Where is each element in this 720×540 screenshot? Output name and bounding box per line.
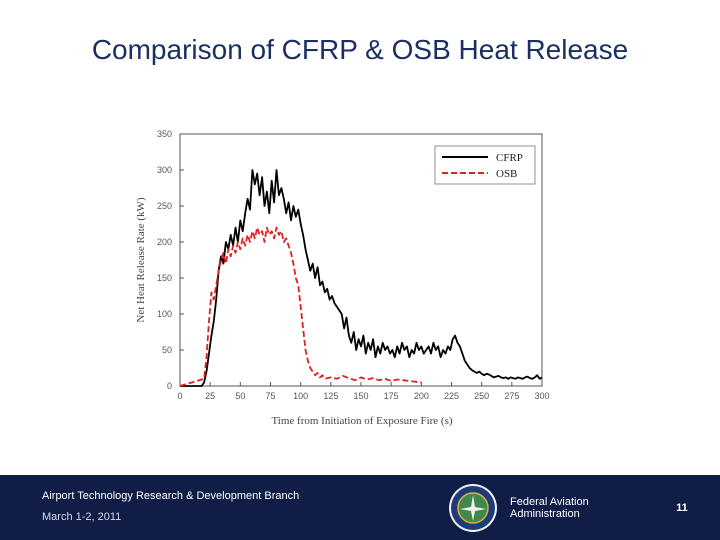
y-tick-label: 200 (157, 237, 172, 247)
x-axis-ticks: 0 25 50 75 100 125 150 175 200 225 250 275 300 (177, 382, 550, 401)
page-number: 11 (676, 502, 688, 514)
x-tick-label: 300 (534, 391, 549, 401)
footer-bar: Airport Technology Research & Developmen… (0, 475, 720, 540)
legend-label-osb: OSB (496, 168, 517, 180)
x-tick-label: 0 (177, 391, 182, 401)
slide-title: Comparison of CFRP & OSB Heat Release (91, 34, 629, 65)
faa-seal-icon (449, 484, 497, 532)
legend: CFRP OSB (434, 145, 536, 185)
series-line-osb (179, 226, 422, 387)
y-tick-label: 100 (157, 309, 172, 319)
x-tick-label: 225 (444, 391, 459, 401)
heat-release-chart: 0 50 100 150 200 250 300 350 0 25 50 75 100 125 150 17… (135, 129, 550, 427)
faa-agency-name: Federal Aviation Administration (510, 496, 589, 520)
x-tick-label: 25 (205, 391, 215, 401)
x-tick-label: 100 (293, 391, 308, 401)
x-tick-label: 150 (353, 391, 368, 401)
y-axis-ticks: 0 50 100 150 200 250 300 350 (157, 129, 184, 391)
x-tick-label: 50 (235, 391, 245, 401)
x-tick-label: 250 (474, 391, 489, 401)
x-tick-label: 275 (504, 391, 519, 401)
x-tick-label: 200 (414, 391, 429, 401)
y-tick-label: 150 (157, 273, 172, 283)
footer-date: March 1-2, 2011 (42, 511, 122, 523)
y-tick-label: 0 (167, 381, 172, 391)
y-tick-label: 250 (157, 201, 172, 211)
x-tick-label: 125 (323, 391, 338, 401)
y-tick-label: 300 (157, 165, 172, 175)
series-line-cfrp (180, 169, 543, 387)
legend-label-cfrp: CFRP (496, 152, 523, 164)
y-tick-label: 50 (162, 345, 172, 355)
x-tick-label: 75 (265, 391, 275, 401)
x-axis-label: Time from Initiation of Exposure Fire (s… (271, 415, 452, 427)
y-axis-label: Net Heat Release Rate (kW) (135, 197, 147, 323)
legend-box (434, 145, 536, 185)
series-layer (179, 169, 543, 387)
y-tick-label: 350 (157, 129, 172, 139)
x-tick-label: 175 (384, 391, 399, 401)
footer-branch-name: Airport Technology Research & Developmen… (42, 490, 300, 502)
